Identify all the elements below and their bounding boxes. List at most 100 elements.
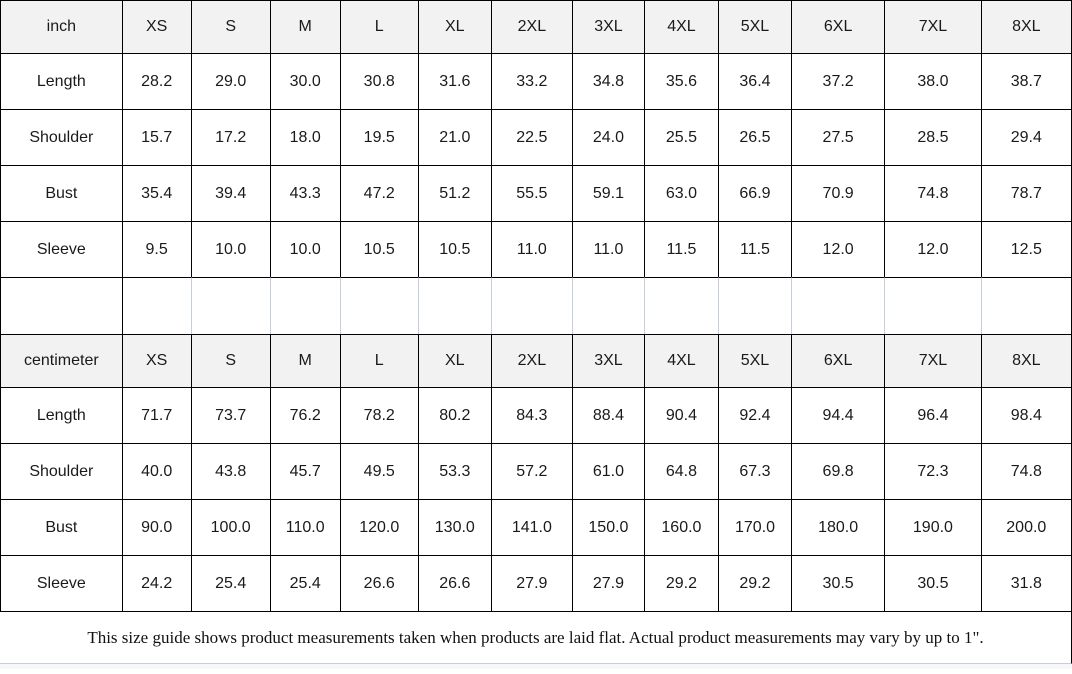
size-column-header: L xyxy=(339,334,418,387)
spacer-cell xyxy=(571,277,644,334)
measurement-value: 61.0 xyxy=(571,443,644,499)
measurement-value: 130.0 xyxy=(417,499,491,555)
measurement-value: 43.3 xyxy=(269,165,340,221)
spacer-cell xyxy=(269,277,340,334)
measurement-value: 11.5 xyxy=(643,221,718,277)
spacer-cell xyxy=(0,277,122,334)
spacer-cell xyxy=(980,277,1072,334)
unit-header-row: centimeter XS S M L XL 2XL 3XL 4XL 5XL 6XL 7XL 8XL xyxy=(0,334,1072,387)
size-column-header: 5XL xyxy=(717,334,791,387)
size-column-header: 4XL xyxy=(643,334,718,387)
measurement-value: 67.3 xyxy=(717,443,791,499)
measurement-value: 47.2 xyxy=(339,165,418,221)
size-column-header: 8XL xyxy=(980,334,1072,387)
table-row: Shoulder 40.0 43.8 45.7 49.5 53.3 57.2 61.0 64.8… xyxy=(0,443,1072,499)
measurement-value: 96.4 xyxy=(884,387,981,443)
measurement-value: 30.5 xyxy=(884,555,981,612)
measurement-value: 28.5 xyxy=(884,109,981,165)
size-column-header: 4XL xyxy=(643,0,718,53)
measurement-label: Shoulder xyxy=(0,443,122,499)
measurement-value: 80.2 xyxy=(417,387,491,443)
measurement-value: 84.3 xyxy=(490,387,572,443)
measurement-value: 25.4 xyxy=(190,555,270,612)
measurement-value: 73.7 xyxy=(190,387,270,443)
measurement-value: 11.5 xyxy=(717,221,791,277)
measurement-label: Shoulder xyxy=(0,109,122,165)
measurement-value: 55.5 xyxy=(490,165,572,221)
size-column-header: 3XL xyxy=(571,0,644,53)
measurement-value: 34.8 xyxy=(571,53,644,109)
measurement-value: 37.2 xyxy=(790,53,885,109)
measurement-value: 78.7 xyxy=(980,165,1072,221)
table-row: Shoulder 15.7 17.2 18.0 19.5 21.0 22.5 24.0 25.5… xyxy=(0,109,1072,165)
measurement-value: 141.0 xyxy=(490,499,572,555)
size-column-header: XL xyxy=(417,0,491,53)
measurement-value: 18.0 xyxy=(269,109,340,165)
measurement-value: 11.0 xyxy=(571,221,644,277)
spacer-row xyxy=(0,277,1072,334)
size-column-header: M xyxy=(269,0,340,53)
measurement-value: 24.0 xyxy=(571,109,644,165)
measurement-value: 88.4 xyxy=(571,387,644,443)
measurement-value: 69.8 xyxy=(790,443,885,499)
measurement-value: 19.5 xyxy=(339,109,418,165)
measurement-value: 27.5 xyxy=(790,109,885,165)
measurement-value: 70.9 xyxy=(790,165,885,221)
table-row: Bust 90.0 100.0 110.0 120.0 130.0 141.0 150.0 16… xyxy=(0,499,1072,555)
measurement-value: 120.0 xyxy=(339,499,418,555)
size-column-header: 3XL xyxy=(571,334,644,387)
measurement-value: 11.0 xyxy=(490,221,572,277)
measurement-value: 72.3 xyxy=(884,443,981,499)
measurement-label: Length xyxy=(0,387,122,443)
table-row: Sleeve 24.2 25.4 25.4 26.6 26.6 27.9 27.9 29.2 29… xyxy=(0,555,1072,612)
measurement-value: 40.0 xyxy=(121,443,191,499)
measurement-value: 10.0 xyxy=(269,221,340,277)
measurement-value: 92.4 xyxy=(717,387,791,443)
table-row: Length 28.2 29.0 30.0 30.8 31.6 33.2 34.8 35.6 36… xyxy=(0,53,1072,109)
measurement-value: 12.5 xyxy=(980,221,1072,277)
measurement-value: 90.4 xyxy=(643,387,718,443)
measurement-value: 180.0 xyxy=(790,499,885,555)
measurement-value: 35.6 xyxy=(643,53,718,109)
measurement-value: 35.4 xyxy=(121,165,191,221)
size-column-header: 5XL xyxy=(717,0,791,53)
measurement-value: 160.0 xyxy=(643,499,718,555)
size-column-header: XS xyxy=(121,0,191,53)
measurement-value: 190.0 xyxy=(884,499,981,555)
size-column-header: 2XL xyxy=(490,0,572,53)
measurement-value: 28.2 xyxy=(121,53,191,109)
spacer-cell xyxy=(717,277,791,334)
measurement-value: 94.4 xyxy=(790,387,885,443)
measurement-value: 51.2 xyxy=(417,165,491,221)
measurement-value: 59.1 xyxy=(571,165,644,221)
measurement-value: 12.0 xyxy=(790,221,885,277)
measurement-value: 9.5 xyxy=(121,221,191,277)
unit-header-row: inch XS S M L XL 2XL 3XL 4XL 5XL 6XL 7XL 8XL xyxy=(0,0,1072,53)
measurement-value: 33.2 xyxy=(490,53,572,109)
measurement-value: 76.2 xyxy=(269,387,340,443)
spacer-cell xyxy=(790,277,885,334)
measurement-value: 63.0 xyxy=(643,165,718,221)
spacer-cell xyxy=(339,277,418,334)
size-column-header: 7XL xyxy=(884,0,981,53)
measurement-value: 38.7 xyxy=(980,53,1072,109)
measurement-value: 38.0 xyxy=(884,53,981,109)
bottom-strip xyxy=(0,664,1072,669)
table-row: Bust 35.4 39.4 43.3 47.2 51.2 55.5 59.1 63.0 66.9… xyxy=(0,165,1072,221)
size-column-header: 6XL xyxy=(790,334,885,387)
measurement-value: 66.9 xyxy=(717,165,791,221)
size-column-header: 8XL xyxy=(980,0,1072,53)
measurement-value: 12.0 xyxy=(884,221,981,277)
size-column-header: S xyxy=(190,0,270,53)
measurement-value: 30.8 xyxy=(339,53,418,109)
measurement-value: 25.5 xyxy=(643,109,718,165)
size-column-header: L xyxy=(339,0,418,53)
measurement-value: 53.3 xyxy=(417,443,491,499)
measurement-value: 30.5 xyxy=(790,555,885,612)
size-column-header: M xyxy=(269,334,340,387)
measurement-value: 24.2 xyxy=(121,555,191,612)
measurement-value: 27.9 xyxy=(571,555,644,612)
measurement-value: 22.5 xyxy=(490,109,572,165)
size-column-header: S xyxy=(190,334,270,387)
